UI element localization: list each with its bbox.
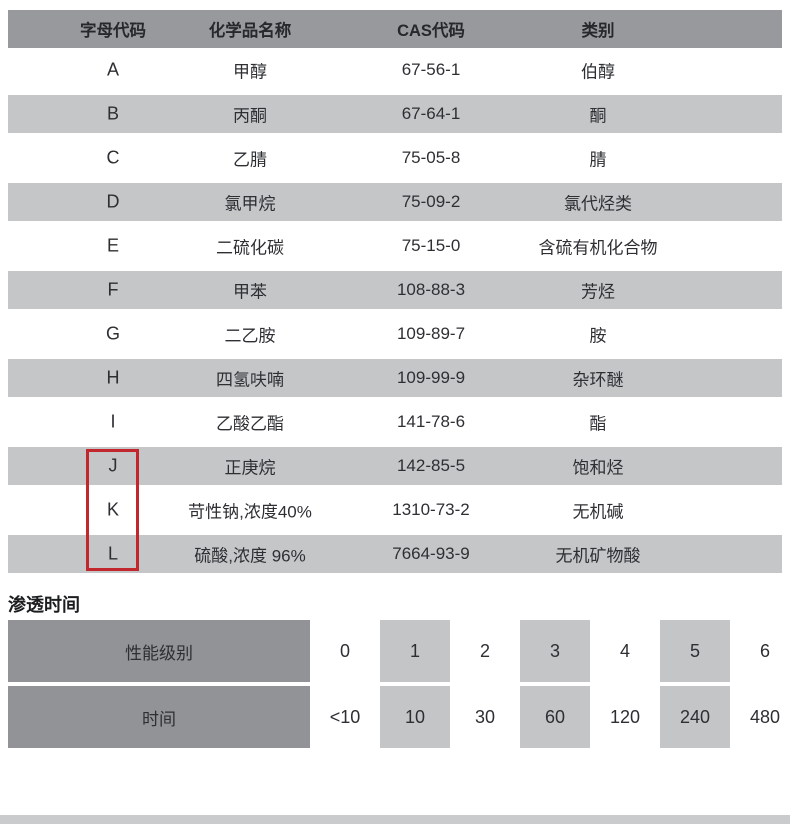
time-label: 时间 [8,686,310,748]
table-row-e: E 二硫化碳 75-15-0 含硫有机化合物 [8,224,782,268]
cell-category: 饱和烃 [572,458,624,478]
cell-code: J [108,455,118,476]
cell-cas: 142-85-5 [396,456,466,475]
cell-cas: 75-05-8 [401,148,461,167]
cell-category: 无机碱 [572,502,624,522]
time-cell-4: 120 [609,706,641,727]
cell-cas: 1310-73-2 [392,500,470,519]
cell-category: 伯醇 [581,62,615,82]
bottom-partial-band [0,815,790,824]
cell-name: 二硫化碳 [216,238,284,258]
cell-name: 甲醇 [233,62,267,82]
cell-category: 氯代烃类 [564,194,632,214]
cell-code: H [106,367,120,388]
header-cas-code: CAS代码 [397,22,465,40]
cell-name: 苛性钠,浓度40% [188,502,312,522]
cell-code: D [106,191,120,212]
table-row-h: H 四氢呋喃 109-99-9 杂环醚 [8,356,782,400]
cell-cas: 141-78-6 [396,412,466,431]
table-row-d: D 氯甲烷 75-09-2 氯代烃类 [8,180,782,224]
time-row: <10 10 30 60 120 240 480 [310,686,790,748]
cell-name: 乙腈 [233,150,267,170]
table-row-a: A 甲醇 67-56-1 伯醇 [8,48,782,92]
cell-code: I [110,411,116,432]
time-cell-5: 240 [660,686,730,748]
performance-level-label: 性能级别 [8,620,310,682]
cell-code: A [106,59,120,80]
header-chemical-name: 化学品名称 [208,22,292,40]
cell-name: 四氢呋喃 [216,370,284,390]
cell-category: 酮 [589,106,607,126]
cell-cas: 75-09-2 [401,192,461,211]
cell-code: K [106,499,120,520]
level-cell-1: 1 [380,620,450,682]
cell-name: 正庚烷 [224,458,276,478]
cell-cas: 67-56-1 [401,60,461,79]
cell-code: L [107,543,119,564]
permeation-time-title: 渗透时间 [8,595,80,615]
cell-code: B [106,103,120,124]
cell-cas: 108-88-3 [396,280,466,299]
performance-level-row: 0 1 2 3 4 5 6 [310,620,790,682]
cell-cas: 109-99-9 [396,368,466,387]
cell-code: C [106,147,120,168]
table-row-k: K 苛性钠,浓度40% 1310-73-2 无机碱 [8,488,782,532]
time-cell-2: 30 [474,706,496,727]
level-cell-5: 5 [660,620,730,682]
cell-name: 甲苯 [233,282,267,302]
cell-cas: 7664-93-9 [392,544,470,563]
time-cell-0: <10 [329,706,361,727]
table-row-f: F 甲苯 108-88-3 芳烃 [8,268,782,312]
cell-name: 氯甲烷 [224,194,276,214]
level-cell-0: 0 [339,640,350,661]
cell-name: 硫酸,浓度 96% [194,546,306,566]
red-highlight-box-jkl [86,449,139,571]
cell-code: G [105,323,121,344]
table-header-row: 字母代码 化学品名称 CAS代码 类别 [8,10,782,48]
cell-category: 芳烃 [581,282,615,302]
table-row-b: B 丙酮 67-64-1 酮 [8,92,782,136]
cell-category: 含硫有机化合物 [538,238,658,258]
time-cell-3: 60 [520,686,590,748]
time-cell-6: 480 [749,706,781,727]
cell-cas: 109-89-7 [396,324,466,343]
header-category: 类别 [581,22,615,40]
cell-name: 乙酸乙酯 [216,414,284,434]
level-cell-4: 4 [619,640,630,661]
cell-category: 酯 [589,414,607,434]
cell-name: 丙酮 [233,106,267,126]
header-letter-code: 字母代码 [80,22,146,40]
cell-cas: 67-64-1 [401,104,461,123]
cell-category: 杂环醚 [572,370,624,390]
cell-name: 二乙胺 [224,326,276,346]
level-cell-3: 3 [520,620,590,682]
cell-cas: 75-15-0 [401,236,461,255]
cell-code: E [106,235,120,256]
level-cell-2: 2 [479,640,490,661]
cell-category: 胺 [589,326,607,346]
cell-code: F [107,279,119,300]
table-row-i: I 乙酸乙酯 141-78-6 酯 [8,400,782,444]
time-cell-1: 10 [380,686,450,748]
level-cell-6: 6 [759,640,770,661]
cell-category: 无机矿物酸 [555,546,641,566]
table-row-g: G 二乙胺 109-89-7 胺 [8,312,782,356]
cell-category: 腈 [589,150,607,170]
table-row-c: C 乙腈 75-05-8 腈 [8,136,782,180]
